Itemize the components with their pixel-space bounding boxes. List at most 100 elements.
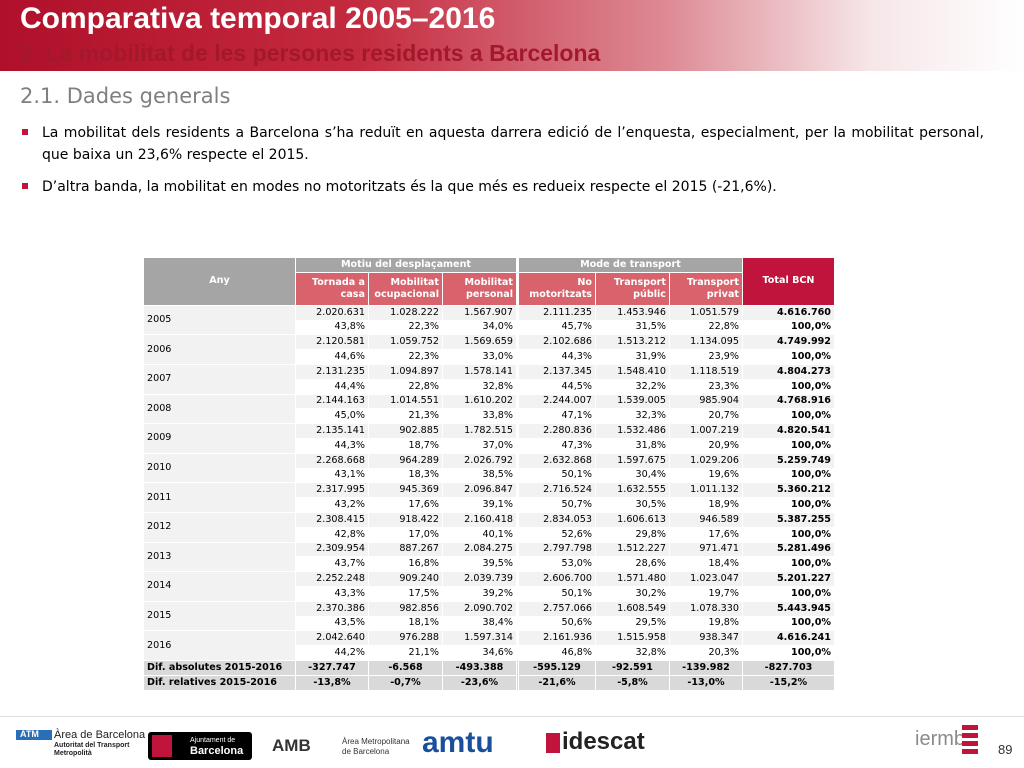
cell: 45,0% — [295, 408, 369, 425]
cell: 2.716.524 — [518, 482, 596, 499]
column-header-line: Tornada a — [311, 276, 365, 288]
percent-row: 43,3% 17,5% 39,2% 50,1% 30,2% 19,7% 100,0% — [144, 585, 835, 602]
cell: 964.289 — [368, 452, 443, 469]
cell: 100,0% — [742, 497, 835, 513]
count-row: 2016 2.042.640 976.288 1.597.314 2.161.936 1.… — [143, 630, 835, 661]
cell: 100,0% — [742, 615, 835, 632]
count-row: 2005 2.020.631 1.028.222 1.567.907 2.111.235… — [143, 304, 835, 336]
count-row: 2007 2.131.235 1.094.897 1.578.141 2.137.345… — [143, 363, 835, 395]
cell: 100,0% — [742, 349, 835, 365]
section-heading: 2.1. Dades generals — [20, 84, 231, 108]
cell: 2.131.235 — [295, 363, 369, 380]
column-header-line: Mobilitat — [390, 276, 439, 288]
cell: 44,5% — [518, 378, 596, 395]
count-row: 2013 2.309.954 887.267 2.084.275 2.797.798 1.… — [143, 541, 835, 573]
cell: 2.606.700 — [518, 571, 596, 587]
cell: 43,3% — [295, 585, 369, 602]
percent-row: 43,5% 18,1% 38,4% 50,6% 29,5% 19,8% 100,0% — [144, 615, 835, 632]
title-banner — [0, 0, 1024, 71]
column-header: No motoritzats — [518, 271, 596, 306]
column-header-line: privat — [706, 288, 739, 300]
cell: -15,2% — [742, 674, 835, 691]
cell: 38,5% — [442, 467, 517, 484]
year-cell: 2013 — [143, 541, 296, 573]
cell: 2.039.739 — [442, 571, 517, 587]
footer-divider — [0, 716, 1024, 717]
cell: 18,7% — [368, 437, 443, 454]
cell: 33,8% — [442, 408, 517, 425]
cell: -6.568 — [368, 659, 443, 676]
cell: 918.422 — [368, 511, 443, 528]
gap — [516, 438, 519, 454]
year-cell: 2010 — [143, 452, 296, 484]
cell: 5.443.945 — [742, 600, 835, 617]
cell: 4.749.992 — [742, 334, 835, 351]
diff-label: Dif. relatives 2015-2016 — [143, 674, 296, 691]
cell: 4.820.541 — [742, 423, 835, 439]
cell: 34,0% — [442, 319, 517, 336]
cell: 887.267 — [368, 541, 443, 558]
year-cell: 2005 — [143, 304, 296, 336]
cell: 2.135.141 — [295, 423, 369, 439]
cell: 1.014.551 — [368, 393, 443, 410]
cell: 32,8% — [442, 378, 517, 395]
cell: 44,6% — [295, 349, 369, 365]
cell: 1.610.202 — [442, 393, 517, 410]
cell: 22,3% — [368, 349, 443, 365]
group-header: Mode de transport — [518, 257, 743, 273]
column-header-line: motoritzats — [529, 288, 592, 300]
gap — [516, 408, 519, 424]
logo-text: ATM — [20, 729, 39, 739]
column-header: Tornada a casa — [295, 271, 369, 306]
cell: 37,0% — [442, 437, 517, 454]
cell: 1.608.549 — [595, 600, 670, 617]
cell: 1.134.095 — [669, 334, 743, 351]
cell: 31,5% — [595, 319, 670, 336]
gap — [516, 257, 519, 306]
cell: 39,5% — [442, 556, 517, 573]
column-header-line: casa — [340, 288, 365, 300]
count-row: 2015 2.370.386 982.856 2.090.702 2.757.066 1.… — [143, 600, 835, 632]
cell: 18,9% — [669, 497, 743, 513]
count-row: 2009 2.135.141 902.885 1.782.515 2.280.836 1.… — [143, 423, 835, 454]
cell: 20,3% — [669, 645, 743, 661]
cell: -327.747 — [295, 659, 369, 676]
header-cell: Total BCN — [742, 257, 835, 306]
cell: 100,0% — [742, 408, 835, 425]
cell: 2.308.415 — [295, 511, 369, 528]
cell: 1.078.330 — [669, 600, 743, 617]
gap — [516, 586, 519, 602]
gap — [516, 660, 519, 676]
gap — [516, 394, 519, 409]
iermb-mark — [962, 724, 978, 754]
cell: -21,6% — [518, 674, 596, 691]
cell: 2.111.235 — [518, 304, 596, 321]
cell: 50,1% — [518, 585, 596, 602]
cell: 29,8% — [595, 526, 670, 543]
column-header: Mobilitat ocupacional — [368, 271, 443, 306]
logo-text: Àrea de Barcelona — [54, 729, 146, 741]
gap — [516, 482, 519, 498]
cell: 21,3% — [368, 408, 443, 425]
column-header-line: Transport — [613, 276, 666, 288]
gap — [516, 423, 519, 439]
cell: 53,0% — [518, 556, 596, 573]
cell: 2.020.631 — [295, 304, 369, 321]
cell: 43,7% — [295, 556, 369, 573]
cell: 982.856 — [368, 600, 443, 617]
cell: 2.309.954 — [295, 541, 369, 558]
cell: 2.096.847 — [442, 482, 517, 499]
bullet: La mobilitat dels residents a Barcelona … — [22, 122, 984, 166]
cell: 28,6% — [595, 556, 670, 573]
cell: 909.240 — [368, 571, 443, 587]
logo-text: Autoritat del Transport — [54, 742, 130, 749]
cell: 52,6% — [518, 526, 596, 543]
cell: 2.757.066 — [518, 600, 596, 617]
cell: 2.160.418 — [442, 511, 517, 528]
header-cell: Any — [143, 257, 296, 306]
cell: 22,8% — [669, 319, 743, 336]
column-header-line: ocupacional — [374, 288, 439, 300]
cell: 50,1% — [518, 467, 596, 484]
diff-row: Dif. absolutes 2015-2016 -327.747 -6.568 -4… — [143, 659, 835, 676]
